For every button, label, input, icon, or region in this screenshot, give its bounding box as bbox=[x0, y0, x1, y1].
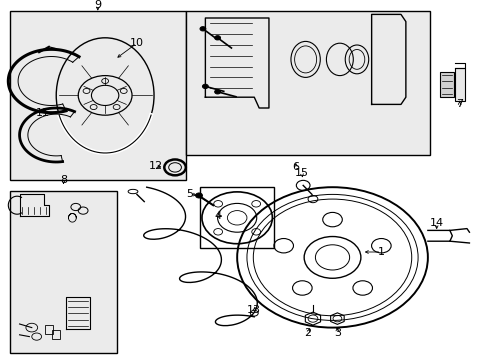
Text: 11: 11 bbox=[36, 108, 49, 118]
Bar bbox=[200, 187, 273, 248]
Text: 4: 4 bbox=[214, 211, 221, 221]
Bar bbox=[10, 11, 185, 180]
Bar bbox=[439, 72, 453, 97]
Text: 3: 3 bbox=[333, 328, 340, 338]
Text: 7: 7 bbox=[455, 99, 462, 109]
Text: 9: 9 bbox=[94, 0, 101, 10]
Text: 10: 10 bbox=[130, 38, 143, 48]
Bar bbox=[52, 330, 60, 339]
Circle shape bbox=[195, 193, 202, 198]
Text: 14: 14 bbox=[429, 218, 443, 228]
Circle shape bbox=[214, 90, 220, 94]
Text: 6: 6 bbox=[292, 162, 299, 172]
Text: 1: 1 bbox=[377, 247, 384, 257]
Text: 12: 12 bbox=[148, 161, 162, 171]
Circle shape bbox=[214, 36, 220, 40]
Bar bbox=[454, 68, 464, 101]
Circle shape bbox=[200, 27, 205, 31]
Circle shape bbox=[202, 84, 208, 89]
Text: 5: 5 bbox=[186, 189, 193, 199]
Text: 13: 13 bbox=[247, 305, 261, 315]
Text: 15: 15 bbox=[294, 168, 308, 178]
Bar bbox=[185, 11, 429, 155]
Text: 2: 2 bbox=[304, 328, 311, 338]
Bar bbox=[45, 325, 53, 334]
Bar bbox=[10, 191, 117, 353]
Text: 8: 8 bbox=[60, 175, 67, 185]
